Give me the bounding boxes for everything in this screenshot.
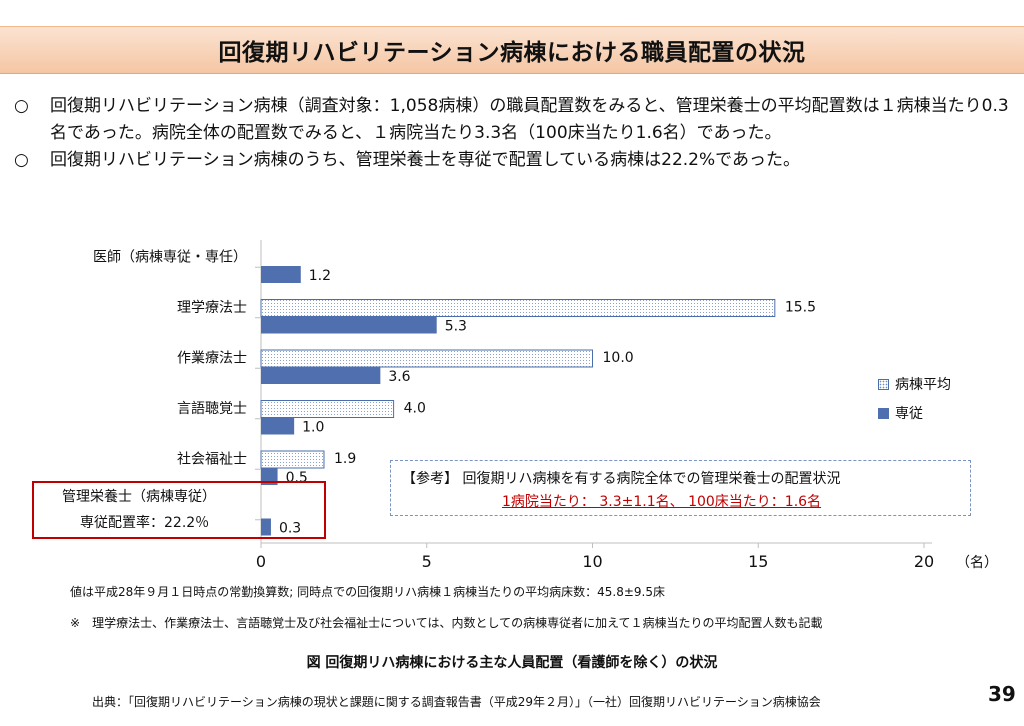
bullet-item: ○ 回復期リハビリテーション病棟のうち、管理栄養士を専従で配置している病棟は22… [14,147,1014,174]
highlight-category-label: 管理栄養士（病棟専従） [62,489,216,505]
x-tick-label: 0 [256,552,266,571]
legend-label-average: 病棟平均 [895,377,951,393]
highlight-rate-label: 専従配置率：22.2％ [80,515,210,531]
reference-title: 【参考】 回復期リハ病棟を有する病院全体での管理栄養士の配置状況 [402,471,841,487]
category-label: 医師（病棟専従・専任） [93,249,247,265]
data-label-average: 15.5 [785,300,816,316]
bullet-mark: ○ [14,96,29,116]
bar-dedicated [261,266,301,283]
data-label-average: 10.0 [603,350,634,366]
bullet-text: 回復期リハビリテーション病棟のうち、管理栄養士を専従で配置している病棟は22.2… [50,150,800,170]
category-label: 理学療法士 [177,299,247,316]
bullet-text: 回復期リハビリテーション病棟（調査対象：1,058病棟）の職員配置数をみると、管… [50,96,1009,143]
x-axis-unit: （名） [956,555,998,571]
bar-average [260,400,395,418]
category-label: 言語聴覚士 [177,401,247,417]
title-bar: 回復期リハビリテーション病棟における職員配置の状況 [0,26,1024,74]
footnote-remark-text: 理学療法士、作業療法士、言語聴覚士及び社会福祉士については、内数としての病棟専従… [92,616,823,630]
legend-item-dedicated: 専従 [878,402,951,424]
legend-label-dedicated: 専従 [895,406,923,422]
data-label-average: 4.0 [404,401,426,417]
bar-dedicated [261,367,381,384]
reference-values: 1病院当たり： 3.3±1.1名、 100床当たり：1.6名 [502,494,822,510]
x-tick-label: 10 [582,552,602,571]
bullet-mark: ○ [14,150,29,170]
highlight-box [32,481,326,539]
page-number: 39 [988,682,1016,706]
bullet-item: ○ 回復期リハビリテーション病棟（調査対象：1,058病棟）の職員配置数をみると… [14,93,1014,147]
bar-average [260,450,325,469]
footnote-mark: ※ [70,616,81,630]
bar-average [260,299,776,317]
bar-dedicated [261,468,278,485]
x-tick-label: 20 [914,552,934,571]
source-citation: 出典：「回復期リハビリテーション病棟の現状と課題に関する調査報告書（平成29年２… [92,695,821,709]
staffing-bar-chart: 医師（病棟専従・専任） 1.2 理学療法士 15.5 5.3 作業療法士 10.0 3.6 言語… [93,240,998,571]
data-label-dedicated: 0.3 [279,521,301,537]
data-label-dedicated: 3.6 [388,369,410,385]
x-tick-label: 5 [422,552,432,571]
page-title: 回復期リハビリテーション病棟における職員配置の状況 [218,40,806,66]
footnote-remark: ※ 理学療法士、作業療法士、言語聴覚士及び社会福祉士については、内数としての病棟専… [70,614,823,631]
data-label-average: 1.9 [334,451,356,467]
data-label-dedicated: 5.3 [445,319,467,335]
footnote-values: 値は平成28年９月１日時点の常勤換算数; 同時点での回復期リハ病棟１病棟当たりの… [70,585,665,599]
legend-item-average: 病棟平均 [878,373,951,395]
summary-bullets: ○ 回復期リハビリテーション病棟（調査対象：1,058病棟）の職員配置数をみると… [14,93,1014,174]
bar-dedicated [261,316,437,334]
category-label: 作業療法士 [177,349,247,366]
data-label-dedicated: 1.0 [302,420,324,436]
bar-average [260,349,593,368]
chart-legend: 病棟平均 専従 [878,373,951,431]
figure-caption: 図 回復期リハ病棟における主な人員配置（看護師を除く）の状況 [306,655,718,671]
reference-box [390,460,971,516]
x-tick-label: 15 [748,552,768,571]
legend-swatch-dedicated [878,407,889,419]
legend-swatch-average [878,378,889,390]
data-label-dedicated: 1.2 [309,268,331,284]
category-label: 社会福祉士 [177,451,247,467]
bar-dedicated [261,417,295,435]
bar-dedicated [261,518,271,536]
